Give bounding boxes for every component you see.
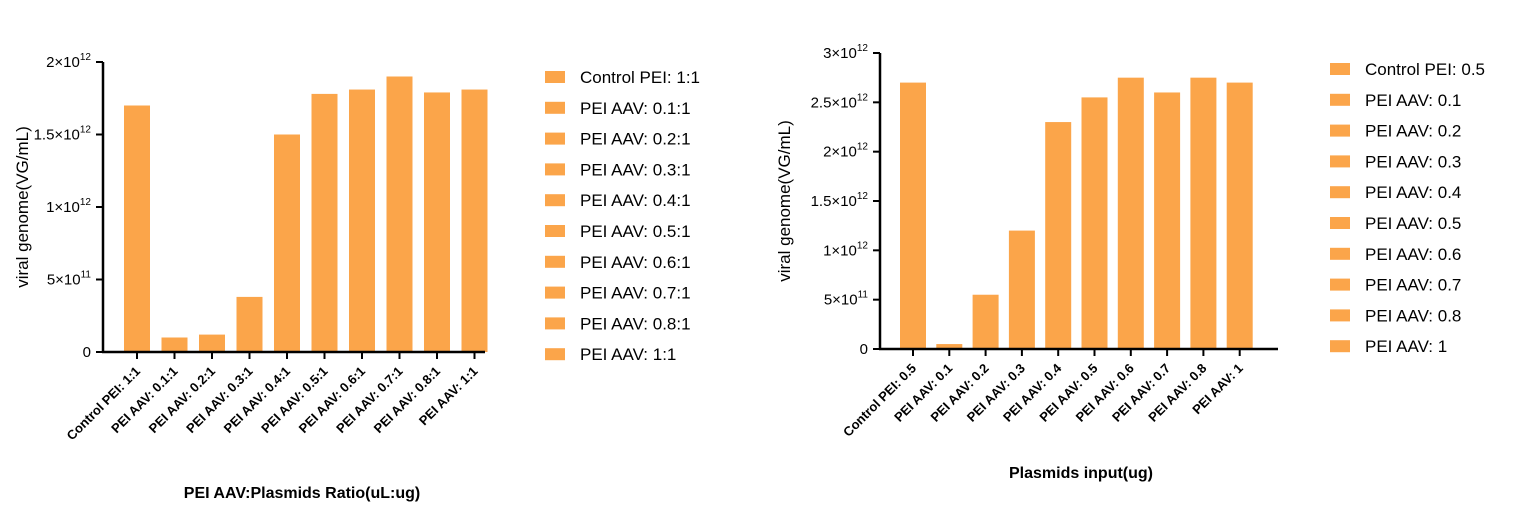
legend-swatch — [545, 194, 565, 207]
legend-label: PEI AAV: 0.8 — [1365, 306, 1461, 325]
x-tick-label: PEI AAV: 0.5:1 — [258, 364, 330, 436]
bar — [1154, 92, 1181, 349]
y-tick-label: 2×1012 — [823, 142, 868, 161]
legend-label: PEI AAV: 0.7:1 — [580, 284, 691, 303]
bar — [972, 294, 999, 349]
legend: Control PEI: 0.5 PEI AAV: 0.1 PEI AAV: 0.2… — [1330, 60, 1485, 356]
bar — [461, 89, 488, 353]
x-tick-label: PEI AAV: 0.1:1 — [108, 364, 180, 436]
legend-label: PEI AAV: 0.8:1 — [580, 314, 691, 333]
y-tick-label: 2×1012 — [46, 52, 91, 71]
y-tick-label: 2.5×1012 — [811, 92, 869, 111]
legend-label: Control PEI: 1:1 — [580, 68, 700, 87]
legend-swatch — [1330, 247, 1350, 260]
legend-swatch — [1330, 124, 1350, 137]
bar — [349, 89, 375, 353]
x-tick-label: PEI AAV: 0.8:1 — [371, 364, 443, 436]
y-tick-label: 0 — [83, 344, 91, 361]
bar — [236, 296, 263, 352]
legend-swatch — [1330, 278, 1350, 291]
bar — [1008, 230, 1035, 349]
x-tick-label: PEI AAV: 0.3:1 — [183, 364, 255, 436]
legend-swatch — [1330, 155, 1350, 168]
legend-label: PEI AAV: 0.4:1 — [580, 191, 691, 210]
legend-swatch — [545, 163, 565, 176]
legend-label: PEI AAV: 0.2 — [1365, 122, 1461, 141]
legend-label: PEI AAV: 1:1 — [580, 345, 676, 364]
legend-label: PEI AAV: 0.1:1 — [580, 99, 691, 118]
legend-swatch — [545, 225, 565, 237]
legend-swatch — [1330, 340, 1350, 353]
legend-label: PEI AAV: 0.3:1 — [580, 160, 691, 179]
y-tick-label: 1.5×1012 — [811, 191, 869, 210]
legend-label: PEI AAV: 0.5 — [1365, 214, 1461, 233]
legend-swatch — [1330, 186, 1350, 199]
x-tick-label: PEI AAV: 0.7:1 — [333, 364, 405, 436]
legend: Control PEI: 1:1 PEI AAV: 0.1:1 PEI AAV: 0… — [545, 68, 700, 364]
bar — [900, 82, 926, 349]
bar — [1081, 97, 1108, 350]
legend-swatch — [1330, 63, 1350, 75]
x-axis-title: Plasmids input(ug) — [1009, 465, 1153, 482]
y-tick-label: 5×1011 — [47, 270, 92, 289]
legend-swatch — [545, 132, 565, 145]
y-tick-label: 1×1012 — [46, 197, 91, 216]
bar — [1117, 77, 1144, 350]
x-axis-title: PEI AAV:Plasmids Ratio(uL:ug) — [184, 485, 420, 502]
bar — [311, 93, 338, 353]
bar — [199, 334, 225, 352]
chart-2: 0 5×1011 1×1012 1.5×1012 2×1012 2.5×1012 3×101… — [775, 43, 1485, 482]
legend-label: PEI AAV: 0.6 — [1365, 245, 1461, 264]
x-tick-label: PEI AAV: 0.6:1 — [296, 364, 368, 436]
legend-label: Control PEI: 0.5 — [1365, 60, 1485, 79]
legend-label: PEI AAV: 0.3 — [1365, 152, 1461, 171]
legend-swatch — [545, 317, 565, 330]
y-tick-label: 1.5×1012 — [34, 125, 92, 144]
legend-label: PEI AAV: 1 — [1365, 337, 1447, 356]
bar — [386, 76, 413, 352]
legend-label: PEI AAV: 0.6:1 — [580, 253, 691, 272]
bar — [1190, 77, 1217, 350]
legend-swatch — [1330, 309, 1350, 322]
legend-label: PEI AAV: 0.2:1 — [580, 130, 691, 149]
bar — [936, 344, 963, 349]
legend-swatch — [545, 286, 565, 299]
bar — [161, 337, 188, 352]
chart-1: 0 5×1011 1×1012 1.5×1012 2×1012 Control PEI: … — [13, 52, 700, 502]
bar — [124, 105, 150, 352]
legend-swatch — [1330, 217, 1350, 229]
bar — [424, 92, 450, 352]
y-tick-label: 5×1011 — [824, 290, 869, 309]
legend-swatch — [545, 255, 565, 268]
y-tick-label: 1×1012 — [823, 240, 868, 259]
legend-label: PEI AAV: 0.4 — [1365, 183, 1461, 202]
legend-label: PEI AAV: 0.1 — [1365, 91, 1461, 110]
legend-swatch — [1330, 93, 1350, 106]
y-axis-title: viral genome(VG/mL) — [775, 120, 794, 282]
legend-label: PEI AAV: 0.7 — [1365, 276, 1461, 295]
legend-label: PEI AAV: 0.5:1 — [580, 222, 691, 241]
legend-swatch — [545, 101, 565, 114]
y-tick-label: 3×1012 — [823, 43, 868, 62]
bar — [1045, 122, 1072, 349]
x-tick-label: PEI AAV: 0.2:1 — [146, 364, 218, 436]
legend-swatch — [545, 348, 565, 361]
legend-swatch — [545, 71, 565, 83]
bar — [274, 134, 300, 352]
x-tick-label: PEI AAV: 0.4:1 — [221, 364, 293, 436]
y-tick-label: 0 — [860, 341, 868, 358]
bar — [1226, 82, 1253, 349]
y-axis-title: viral genome(VG/mL) — [13, 126, 32, 288]
